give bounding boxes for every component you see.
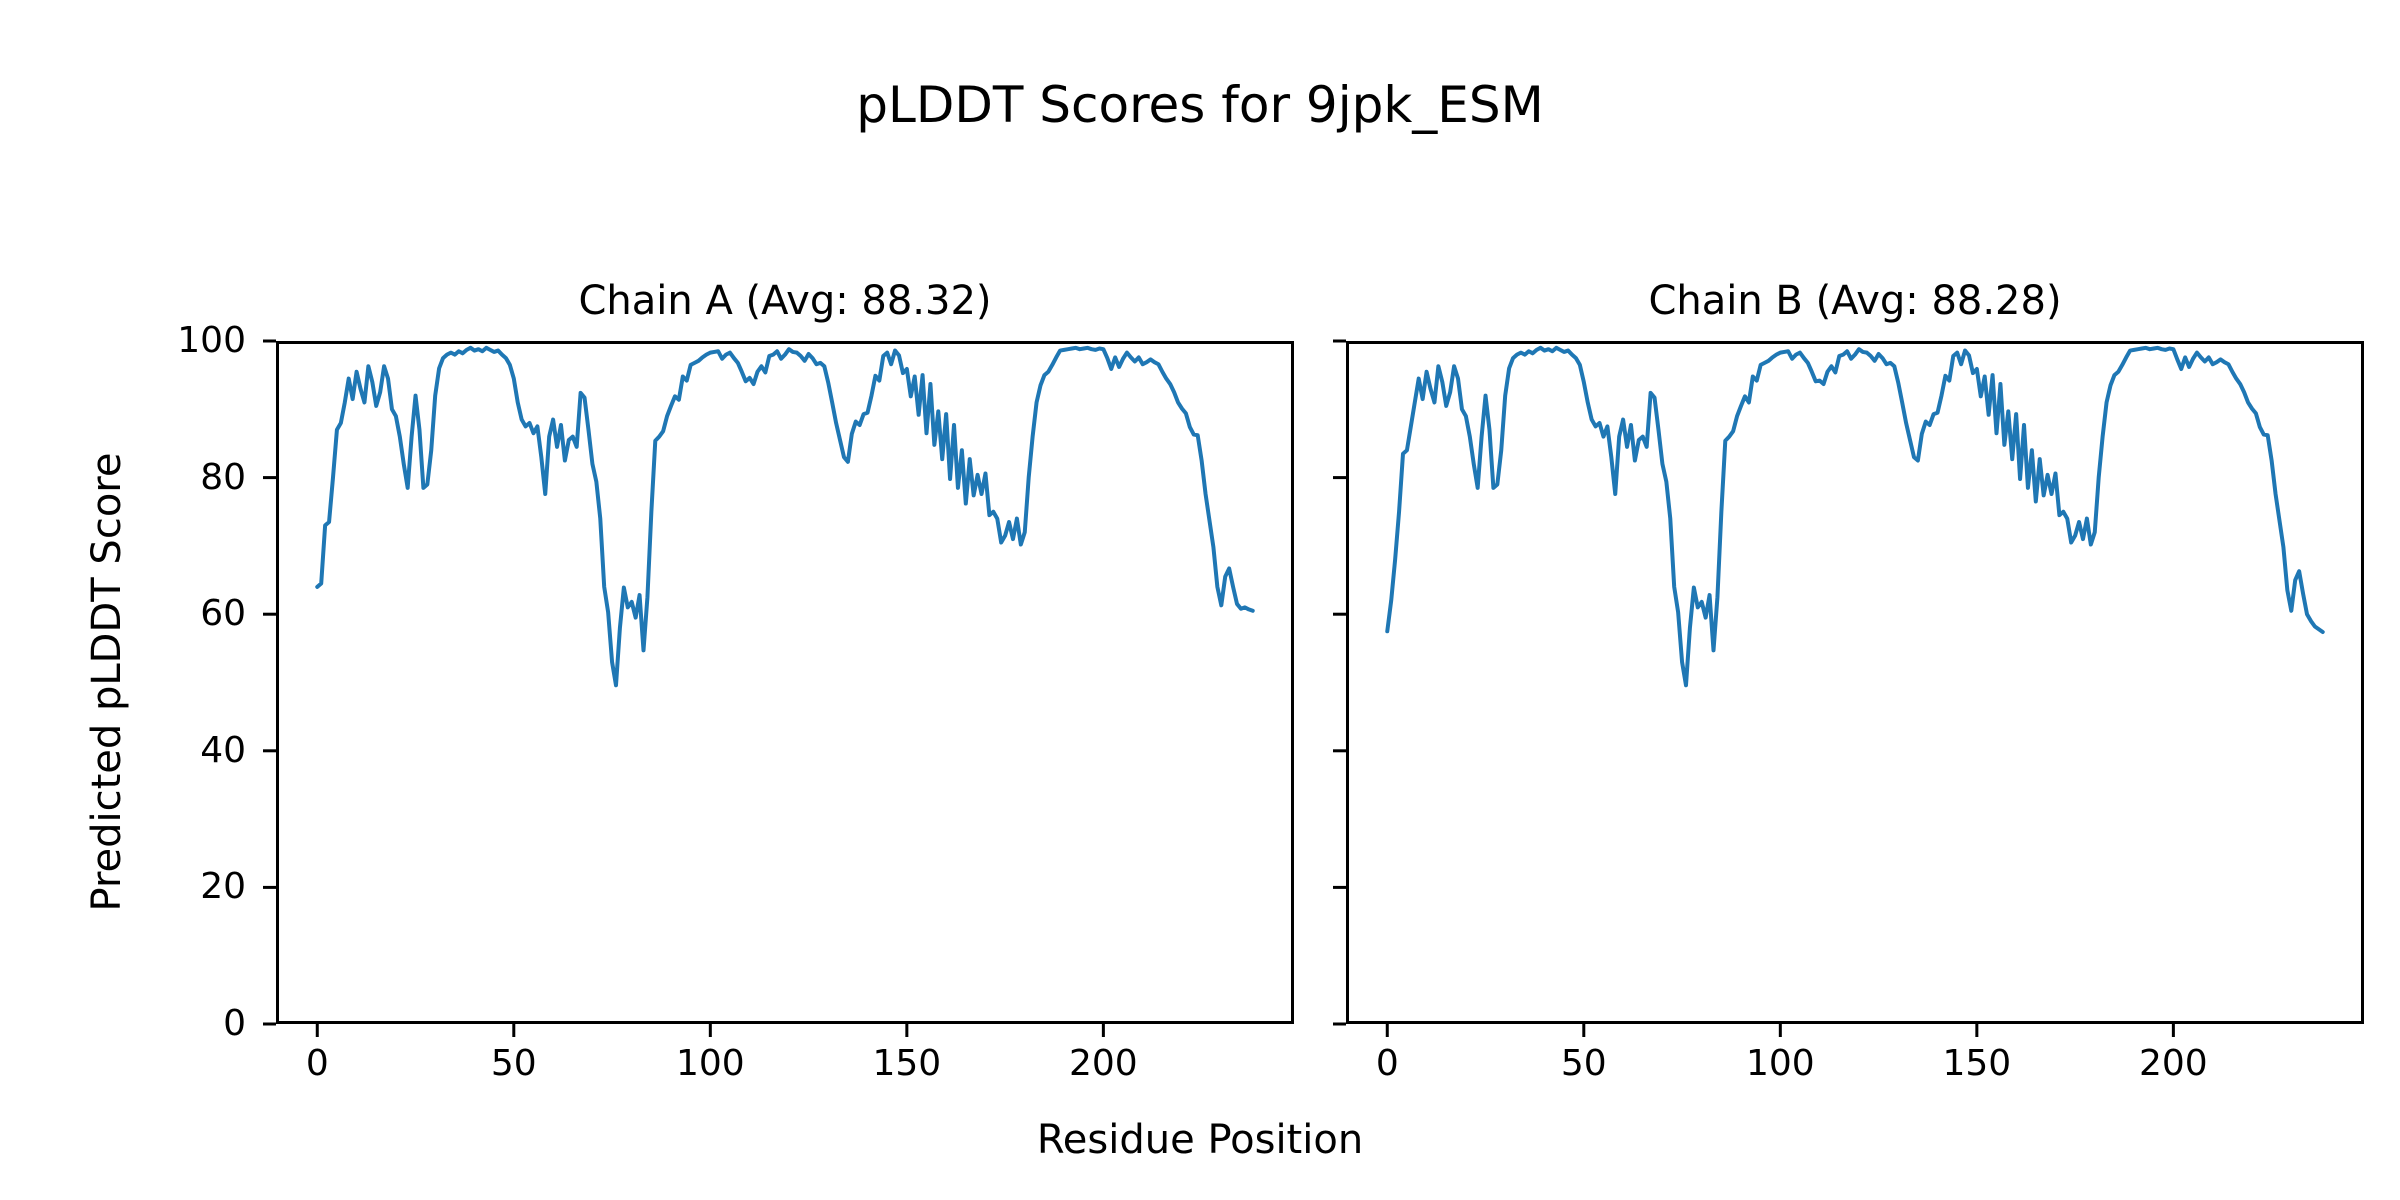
y-tick-label: 0 [223, 1003, 246, 1044]
x-tick-label: 0 [305, 1043, 329, 1084]
panel-title-chain-b: Chain B (Avg: 88.28) [1648, 278, 2062, 324]
plot-area-chain-b [1333, 339, 2364, 1037]
x-axis-label: Residue Position [1036, 1117, 1364, 1163]
plddt-line-chain-a [315, 345, 1255, 688]
panel-title-chain-a: Chain A (Avg: 88.32) [578, 278, 992, 324]
panel-chain-b: Chain B (Avg: 88.28) 0 50 100 150 200 [1333, 278, 2364, 1084]
x-tick-label: 50 [490, 1043, 537, 1084]
y-tick-label: 80 [200, 456, 246, 498]
x-tick-label: 150 [1942, 1043, 2012, 1084]
x-tick-label: 0 [1375, 1043, 1399, 1084]
x-tick-label: 150 [872, 1043, 942, 1084]
x-tick-label: 50 [1560, 1043, 1607, 1084]
x-tick-label: 200 [2139, 1043, 2208, 1084]
y-tick-label: 20 [200, 866, 246, 908]
x-tick-label: 100 [1745, 1043, 1815, 1084]
axes-spines [1346, 341, 2364, 1024]
figure-title: pLDDT Scores for 9jpk_ESM [856, 76, 1544, 134]
plot-area-chain-a [263, 339, 1294, 1037]
x-tick-label: 100 [675, 1043, 745, 1084]
plddt-line-chain-b [1385, 345, 2325, 688]
x-tick-label: 200 [1069, 1043, 1138, 1084]
y-tick-label: 100 [177, 320, 246, 361]
axes-spines [276, 341, 1294, 1024]
y-tick-label: 40 [200, 729, 246, 771]
y-axis-label: Predicted pLDDT Score [84, 452, 130, 912]
y-tick-label: 60 [200, 593, 246, 635]
panel-chain-a: Chain A (Avg: 88.32) 0 50 100 150 200 0 20 40 60… [177, 278, 1294, 1084]
